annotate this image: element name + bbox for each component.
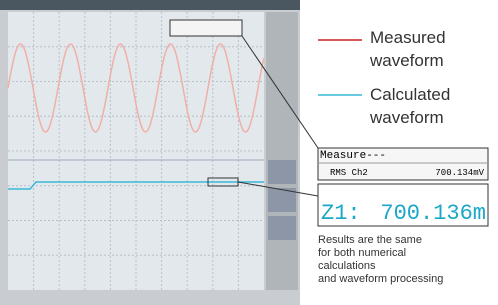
legend-text: Calculated (370, 83, 450, 106)
legend-text: waveform (370, 49, 446, 72)
measure-value: 700.134mV (435, 168, 484, 178)
zoom-label: Z1: (321, 201, 361, 226)
side-panel (266, 12, 298, 290)
legend-text: waveform (370, 106, 450, 129)
legend-measured: Measured waveform (370, 26, 446, 72)
note-line: Results are the same (318, 234, 443, 247)
note-line: calculations (318, 260, 443, 273)
measure-title: Measure--- (320, 150, 386, 162)
measure-name: RMS Ch2 (330, 168, 368, 178)
measure-region (170, 20, 242, 36)
side-button (268, 216, 296, 240)
legend-text: Measured (370, 26, 446, 49)
top-bar (0, 0, 300, 10)
side-button (268, 160, 296, 184)
note-line: for both numerical (318, 247, 443, 260)
legend-calculated: Calculated waveform (370, 83, 450, 129)
note: Results are the same for both numerical … (318, 234, 443, 286)
zoom-value: 700.136m (380, 201, 486, 226)
note-line: and waveform processing (318, 273, 443, 286)
page: Measure--- RMS Ch2 700.134mV Z1: 700.136… (0, 0, 498, 305)
